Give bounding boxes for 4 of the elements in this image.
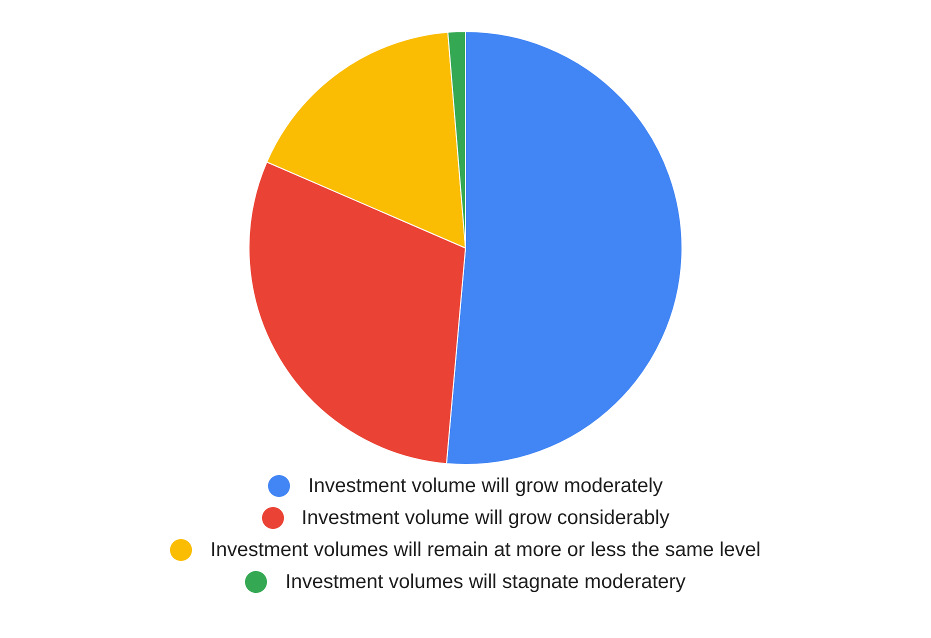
legend-label: Investment volume will grow moderately: [308, 474, 663, 498]
legend-label: Investment volumes will remain at more or less the same level: [210, 538, 761, 562]
legend-label: Investment volumes will stagnate moderatery: [285, 570, 686, 594]
legend-label: Investment volume will grow considerably: [302, 506, 670, 530]
